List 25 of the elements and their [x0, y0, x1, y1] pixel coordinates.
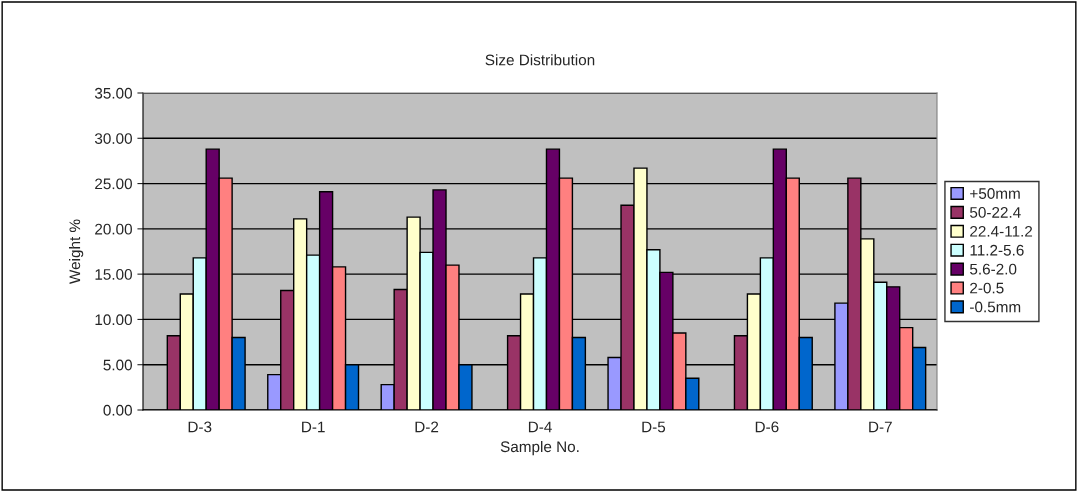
x-tick-label: D-6 — [755, 421, 779, 433]
legend-label: 5.6-2.0 — [970, 263, 1017, 275]
x-axis-title: Sample No. — [500, 440, 579, 456]
y-tick-label: 0.00 — [103, 404, 132, 416]
y-tick-label: 30.00 — [94, 133, 132, 144]
x-tick-label: D-4 — [528, 421, 552, 433]
y-tick-label: 5.00 — [103, 359, 132, 371]
y-tick-label: 20.00 — [95, 223, 132, 235]
x-tick-label: D-2 — [415, 421, 439, 433]
legend-label: 2-0.5 — [970, 282, 1004, 294]
chart-title: Size Distribution — [485, 54, 595, 66]
legend-label: -0.5mm — [970, 301, 1021, 313]
y-tick-label: 10.00 — [95, 314, 132, 326]
x-tick-label: D-1 — [302, 421, 325, 433]
x-tick-label: D-7 — [869, 421, 892, 433]
legend-label: 11.2-5.6 — [970, 244, 1024, 256]
y-tick-label: 35.00 — [94, 87, 132, 99]
x-tick-label: D-3 — [188, 421, 212, 433]
y-tick-label: 25.00 — [95, 178, 132, 190]
legend-label: 22.4-11.2 — [970, 225, 1033, 237]
y-tick-label: 15.00 — [95, 269, 132, 280]
y-axis-title: Weight % — [69, 219, 84, 284]
legend-label: 50-22.4 — [970, 207, 1021, 218]
legend-label: +50mm — [970, 188, 1020, 199]
x-tick-label: D-5 — [642, 421, 666, 433]
